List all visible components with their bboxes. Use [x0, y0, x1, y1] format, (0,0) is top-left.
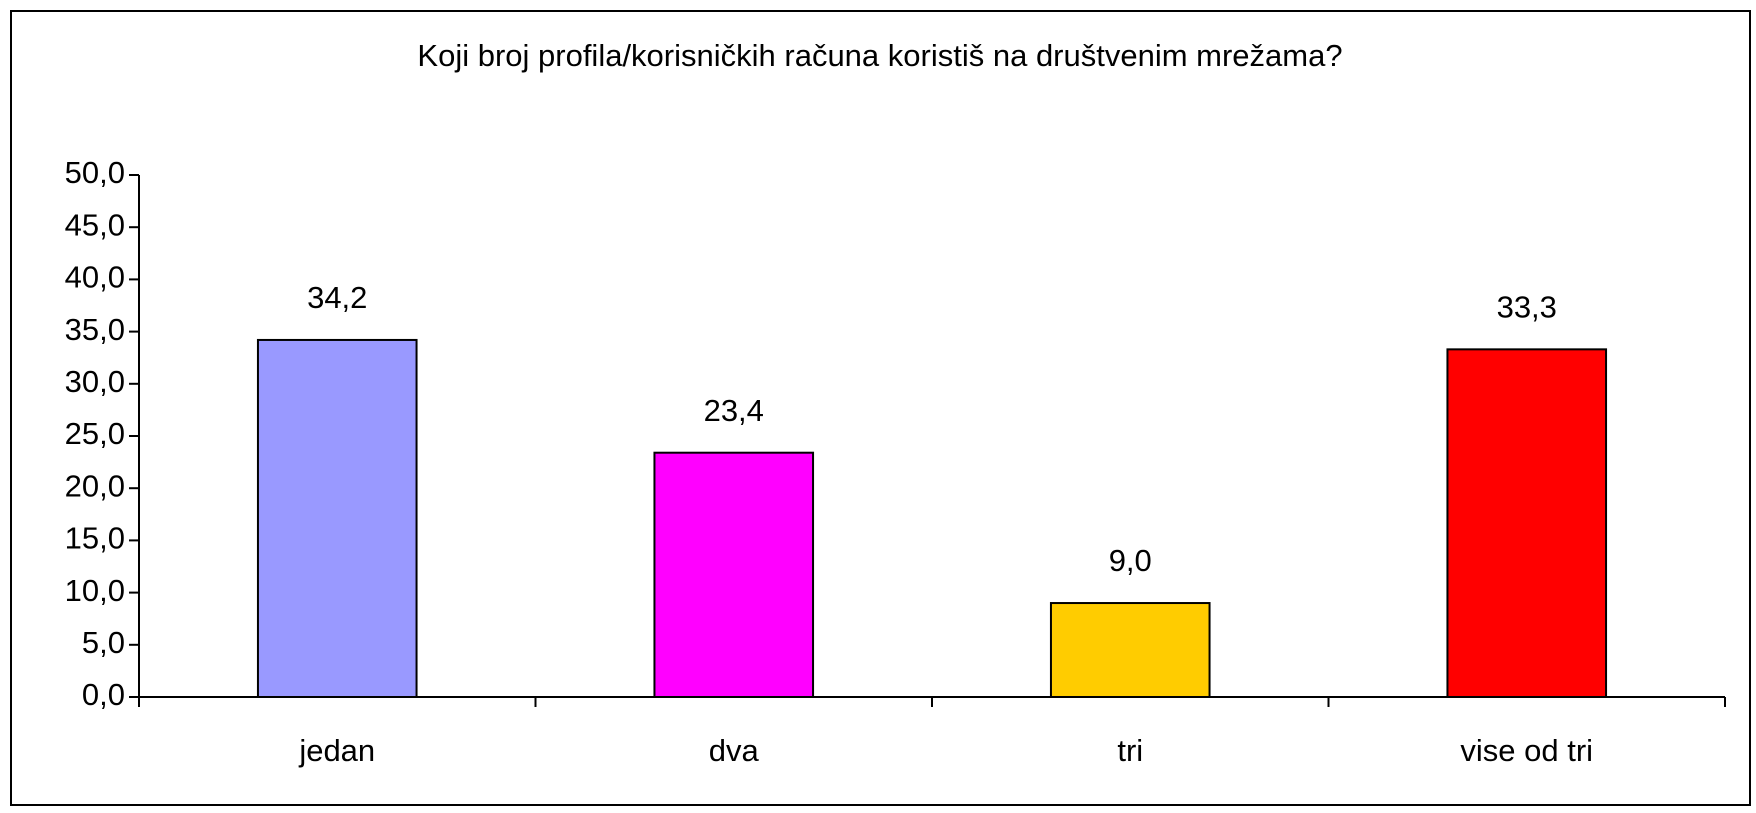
- data-label: 23,4: [704, 393, 764, 428]
- data-label: 34,2: [307, 280, 367, 315]
- y-tick-label: 10,0: [65, 573, 125, 608]
- y-tick-label: 15,0: [65, 521, 125, 556]
- data-label: 9,0: [1109, 543, 1152, 578]
- data-label: 33,3: [1497, 290, 1557, 325]
- y-tick-label: 5,0: [82, 625, 125, 660]
- x-tick-label: tri: [1117, 733, 1143, 768]
- x-tick-label: jedan: [298, 733, 375, 768]
- bar: [653, 451, 815, 699]
- bar: [256, 338, 418, 698]
- y-tick-label: 45,0: [65, 207, 125, 242]
- bar: [1446, 348, 1608, 698]
- y-tick-label: 25,0: [65, 416, 125, 451]
- y-tick-label: 30,0: [65, 364, 125, 399]
- y-tick-label: 50,0: [65, 155, 125, 190]
- bar: [1049, 602, 1211, 698]
- y-tick-label: 35,0: [65, 312, 125, 347]
- x-tick-label: dva: [709, 733, 760, 768]
- y-tick-label: 20,0: [65, 468, 125, 503]
- chart-title: Koji broj profila/korisničkih računa kor…: [417, 38, 1342, 73]
- y-tick-label: 40,0: [65, 260, 125, 295]
- y-tick-label: 0,0: [82, 677, 125, 712]
- x-tick-label: vise od tri: [1460, 733, 1593, 768]
